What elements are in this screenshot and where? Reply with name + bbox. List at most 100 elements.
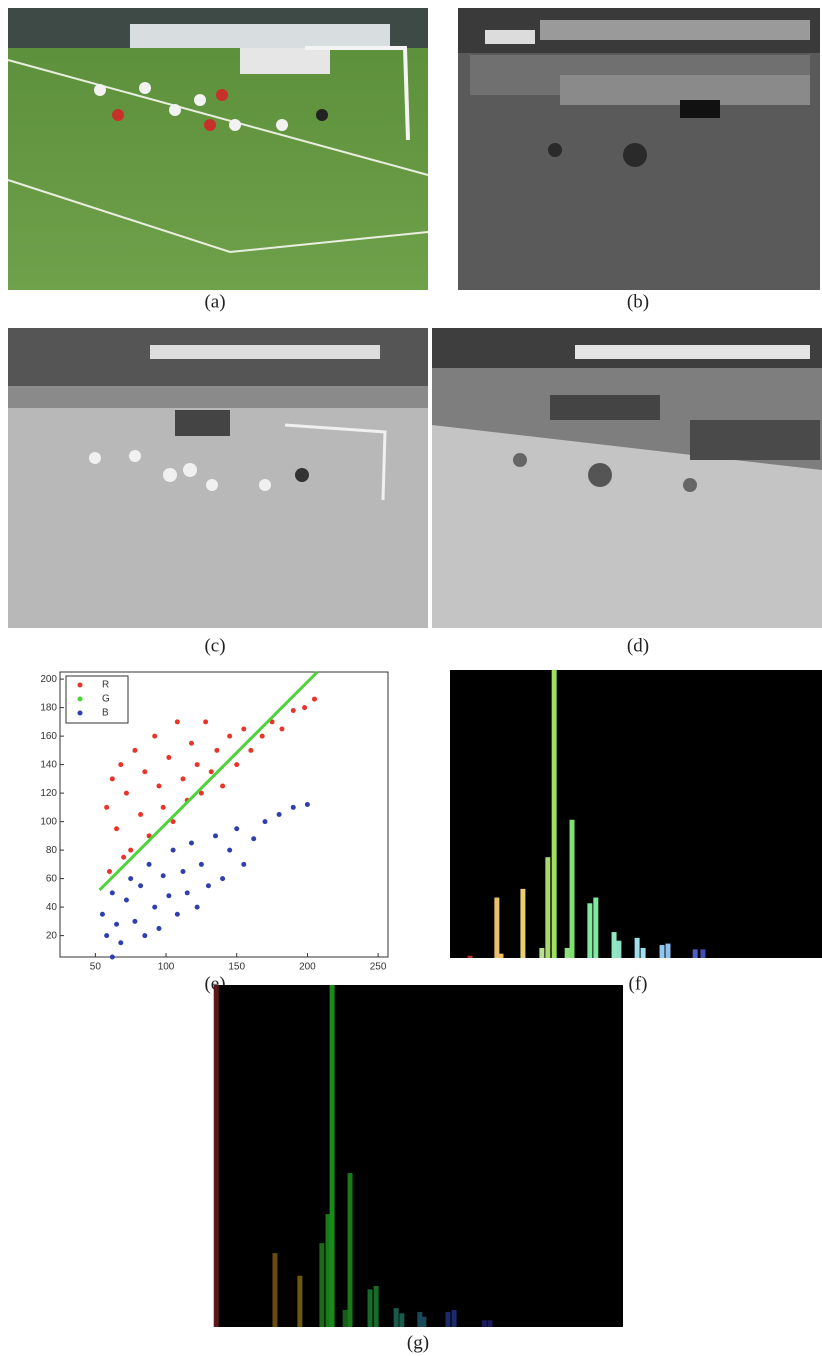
- legend-marker: [78, 683, 83, 688]
- figure: (a) (b) (c) (d) 501001502002502040608010…: [0, 0, 822, 1356]
- image-d: [432, 328, 822, 628]
- y-tick-label: 100: [40, 816, 57, 827]
- point: [175, 719, 180, 724]
- bar: [452, 1310, 457, 1327]
- point: [107, 869, 112, 874]
- point: [124, 898, 129, 903]
- panel-label: (c): [204, 635, 225, 656]
- point: [220, 876, 225, 881]
- point: [128, 876, 133, 881]
- bar: [565, 948, 570, 958]
- y-tick-label: 120: [40, 788, 57, 799]
- bar: [545, 857, 550, 958]
- bar: [468, 956, 473, 958]
- x-tick-label: 150: [228, 962, 245, 973]
- point: [213, 833, 218, 838]
- point: [206, 883, 211, 888]
- bar: [330, 985, 335, 1327]
- point: [227, 734, 232, 739]
- panel-label: (a): [204, 291, 225, 312]
- x-tick-label: 250: [370, 962, 387, 973]
- figure-canvas: (a) (b) (c) (d) 501001502002502040608010…: [0, 0, 822, 1356]
- point: [152, 734, 157, 739]
- legend-label: B: [102, 708, 109, 719]
- point: [199, 862, 204, 867]
- legend-box: [66, 676, 128, 723]
- bar: [343, 1310, 348, 1327]
- bar: [297, 1276, 302, 1327]
- bar: [319, 1243, 324, 1327]
- point: [114, 922, 119, 927]
- point: [185, 890, 190, 895]
- point: [118, 940, 123, 945]
- point: [110, 890, 115, 895]
- y-tick-label: 20: [46, 930, 58, 941]
- point: [302, 705, 307, 710]
- point: [263, 819, 268, 824]
- bar: [368, 1289, 373, 1327]
- bar: [482, 1320, 487, 1327]
- point: [142, 933, 147, 938]
- point: [142, 769, 147, 774]
- bar: [399, 1313, 404, 1327]
- point: [260, 734, 265, 739]
- y-tick-label: 160: [40, 731, 57, 742]
- bar: [348, 1173, 353, 1327]
- bar: [214, 985, 219, 1327]
- point: [195, 762, 200, 767]
- point: [104, 933, 109, 938]
- panel-label: (f): [629, 973, 648, 994]
- point: [132, 748, 137, 753]
- point: [104, 805, 109, 810]
- point: [166, 755, 171, 760]
- point: [195, 905, 200, 910]
- point: [189, 741, 194, 746]
- point: [181, 869, 186, 874]
- point: [100, 912, 105, 917]
- x-tick-label: 100: [158, 962, 175, 973]
- point: [220, 784, 225, 789]
- point: [189, 841, 194, 846]
- point: [161, 805, 166, 810]
- point: [132, 919, 137, 924]
- panel-label: (d): [627, 635, 649, 656]
- bar: [593, 898, 598, 958]
- point: [175, 912, 180, 917]
- bar: [445, 1312, 450, 1327]
- point: [124, 791, 129, 796]
- bar: [635, 938, 640, 958]
- x-tick-label: 200: [299, 962, 316, 973]
- point: [241, 727, 246, 732]
- y-tick-label: 140: [40, 759, 57, 770]
- bar: [494, 898, 499, 958]
- bar: [394, 1308, 399, 1327]
- point: [277, 812, 282, 817]
- bar: [700, 949, 705, 958]
- photo-a: [8, 8, 428, 290]
- point: [138, 883, 143, 888]
- point: [161, 873, 166, 878]
- panel-label: (b): [627, 291, 649, 312]
- point: [128, 848, 133, 853]
- point: [110, 776, 115, 781]
- y-tick-label: 180: [40, 702, 57, 713]
- bar: [421, 1317, 426, 1327]
- point: [227, 848, 232, 853]
- point: [251, 836, 256, 841]
- point: [305, 802, 310, 807]
- bar: [570, 820, 575, 958]
- point: [118, 762, 123, 767]
- bar: [520, 889, 525, 958]
- bar: [587, 903, 592, 958]
- point: [279, 727, 284, 732]
- legend-label: G: [102, 694, 110, 705]
- bar: [665, 944, 670, 958]
- bar: [693, 949, 698, 958]
- bar: [660, 945, 665, 958]
- point: [114, 826, 119, 831]
- y-tick-label: 200: [40, 674, 57, 685]
- point: [203, 719, 208, 724]
- image-c: [8, 328, 428, 628]
- point: [234, 826, 239, 831]
- x-tick-label: 50: [90, 962, 102, 973]
